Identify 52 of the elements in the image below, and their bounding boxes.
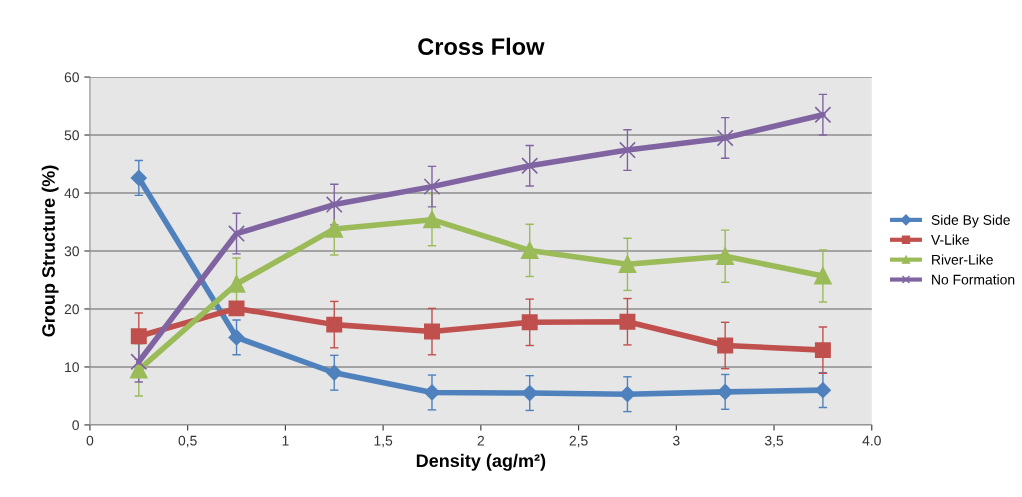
x-axis-title: Density (ag/m²) [416,453,546,471]
x-tick-label: 1 [282,435,289,446]
y-axis-title: Group Structure (%) [41,165,59,337]
chart-title: Cross Flow [418,37,545,56]
x-tick-label: 3,5 [764,435,784,448]
point [618,255,637,273]
point [618,141,636,159]
y-tick-label: 40 [64,188,79,199]
x-tick-label: 3 [672,435,680,446]
legend-label: No Formation [932,274,1015,285]
x-tick-label: 2 [477,435,485,446]
y-tick-label: 60 [64,72,79,83]
point [619,386,636,403]
y-tick-label: 20 [64,304,79,315]
point [130,328,147,345]
legend-label: River-Like [932,254,993,265]
point [325,196,343,214]
point [326,316,343,333]
point [130,353,148,371]
point [423,210,441,229]
point [521,157,539,175]
point [716,247,734,265]
x-tick-label: 0 [86,435,94,446]
x-tick-label: 4.0 [862,435,881,446]
point [130,170,147,186]
point [717,383,734,400]
point [619,313,636,330]
point [814,342,831,359]
point [423,178,441,196]
point [717,337,734,354]
legend-label: Side By Side [931,214,1010,228]
x-tick-label: 2,5 [569,435,588,448]
point [521,385,538,401]
y-tick-label: 30 [64,246,79,257]
y-tick-label: 10 [65,362,79,373]
point [814,106,832,124]
x-tick-label: 0,5 [178,435,197,448]
x-tick-label: 1,5 [374,435,393,448]
y-tick-label: 50 [64,130,79,141]
point [228,300,245,317]
point [326,364,343,381]
y-tick-label: 0 [72,420,79,431]
point [716,129,734,147]
point [521,314,538,331]
point [424,323,440,340]
point [521,241,539,260]
point [325,220,343,238]
point [424,384,440,401]
point [228,329,245,346]
point [228,225,246,243]
point [814,267,832,285]
legend-label: V-Like [931,234,969,245]
